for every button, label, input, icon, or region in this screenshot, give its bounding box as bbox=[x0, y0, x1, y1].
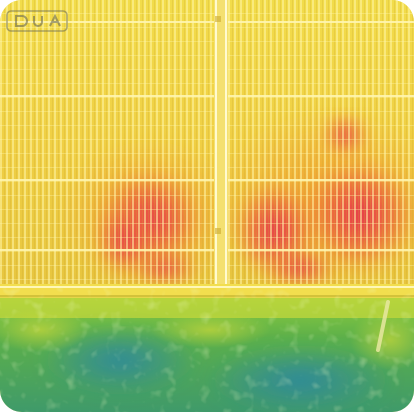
panel-cell-grid bbox=[0, 0, 414, 290]
panel-frame-lines bbox=[0, 21, 414, 251]
dji-logo-watermark bbox=[6, 10, 68, 32]
ground-vegetation bbox=[0, 298, 414, 412]
panel-divider bbox=[214, 0, 228, 296]
solar-panel-array bbox=[0, 0, 414, 297]
